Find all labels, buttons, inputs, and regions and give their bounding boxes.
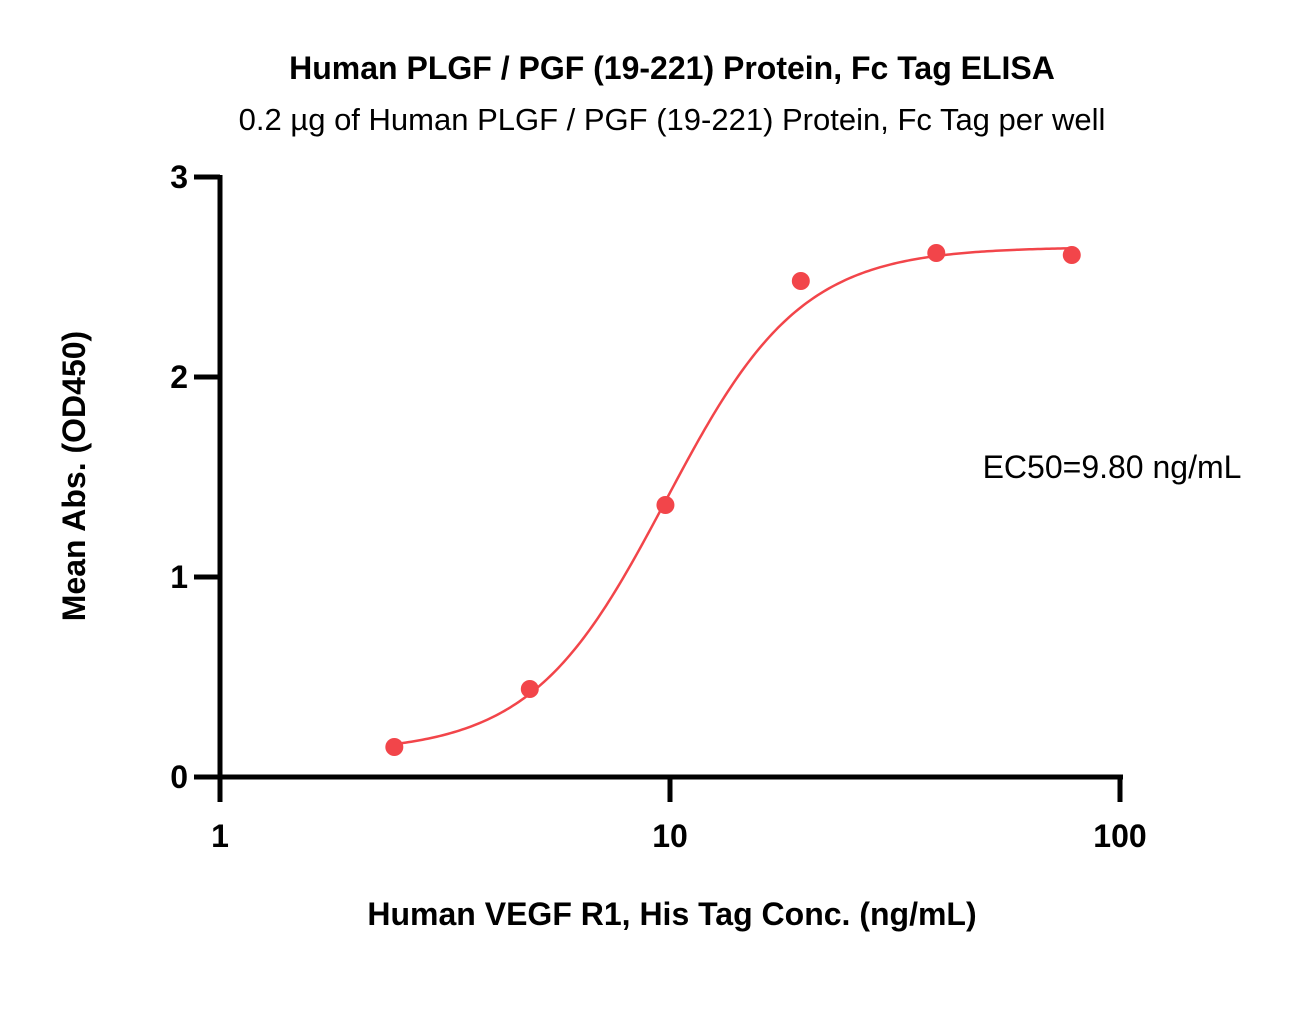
chart-title: Human PLGF / PGF (19-221) Protein, Fc Ta…: [289, 50, 1055, 86]
data-points-layer: [385, 244, 1081, 756]
y-tick-label: 1: [170, 559, 188, 595]
y-axis-label: Mean Abs. (OD450): [56, 331, 92, 621]
chart-subtitle: 0.2 µg of Human PLGF / PGF (19-221) Prot…: [239, 102, 1106, 137]
data-point: [520, 680, 539, 698]
y-tick-label: 3: [170, 159, 188, 195]
data-point: [791, 272, 810, 290]
x-ticks: 1 10 100: [211, 777, 1147, 854]
ec50-annotation: EC50=9.80 ng/mL: [983, 449, 1242, 485]
fit-curve-layer: [394, 246, 1072, 746]
y-tick-label: 0: [170, 759, 188, 795]
data-point: [1062, 246, 1081, 264]
fit-curve: [394, 246, 1072, 746]
y-tick-label: 2: [170, 359, 188, 395]
x-axis-label: Human VEGF R1, His Tag Conc. (ng/mL): [367, 896, 976, 932]
x-tick-label: 100: [1093, 818, 1146, 854]
data-point: [927, 244, 946, 262]
x-tick-label: 10: [652, 818, 688, 854]
data-point: [385, 738, 404, 756]
data-point: [656, 496, 675, 514]
x-tick-label: 1: [211, 818, 229, 854]
y-ticks: 0 1 2 3: [170, 159, 220, 795]
